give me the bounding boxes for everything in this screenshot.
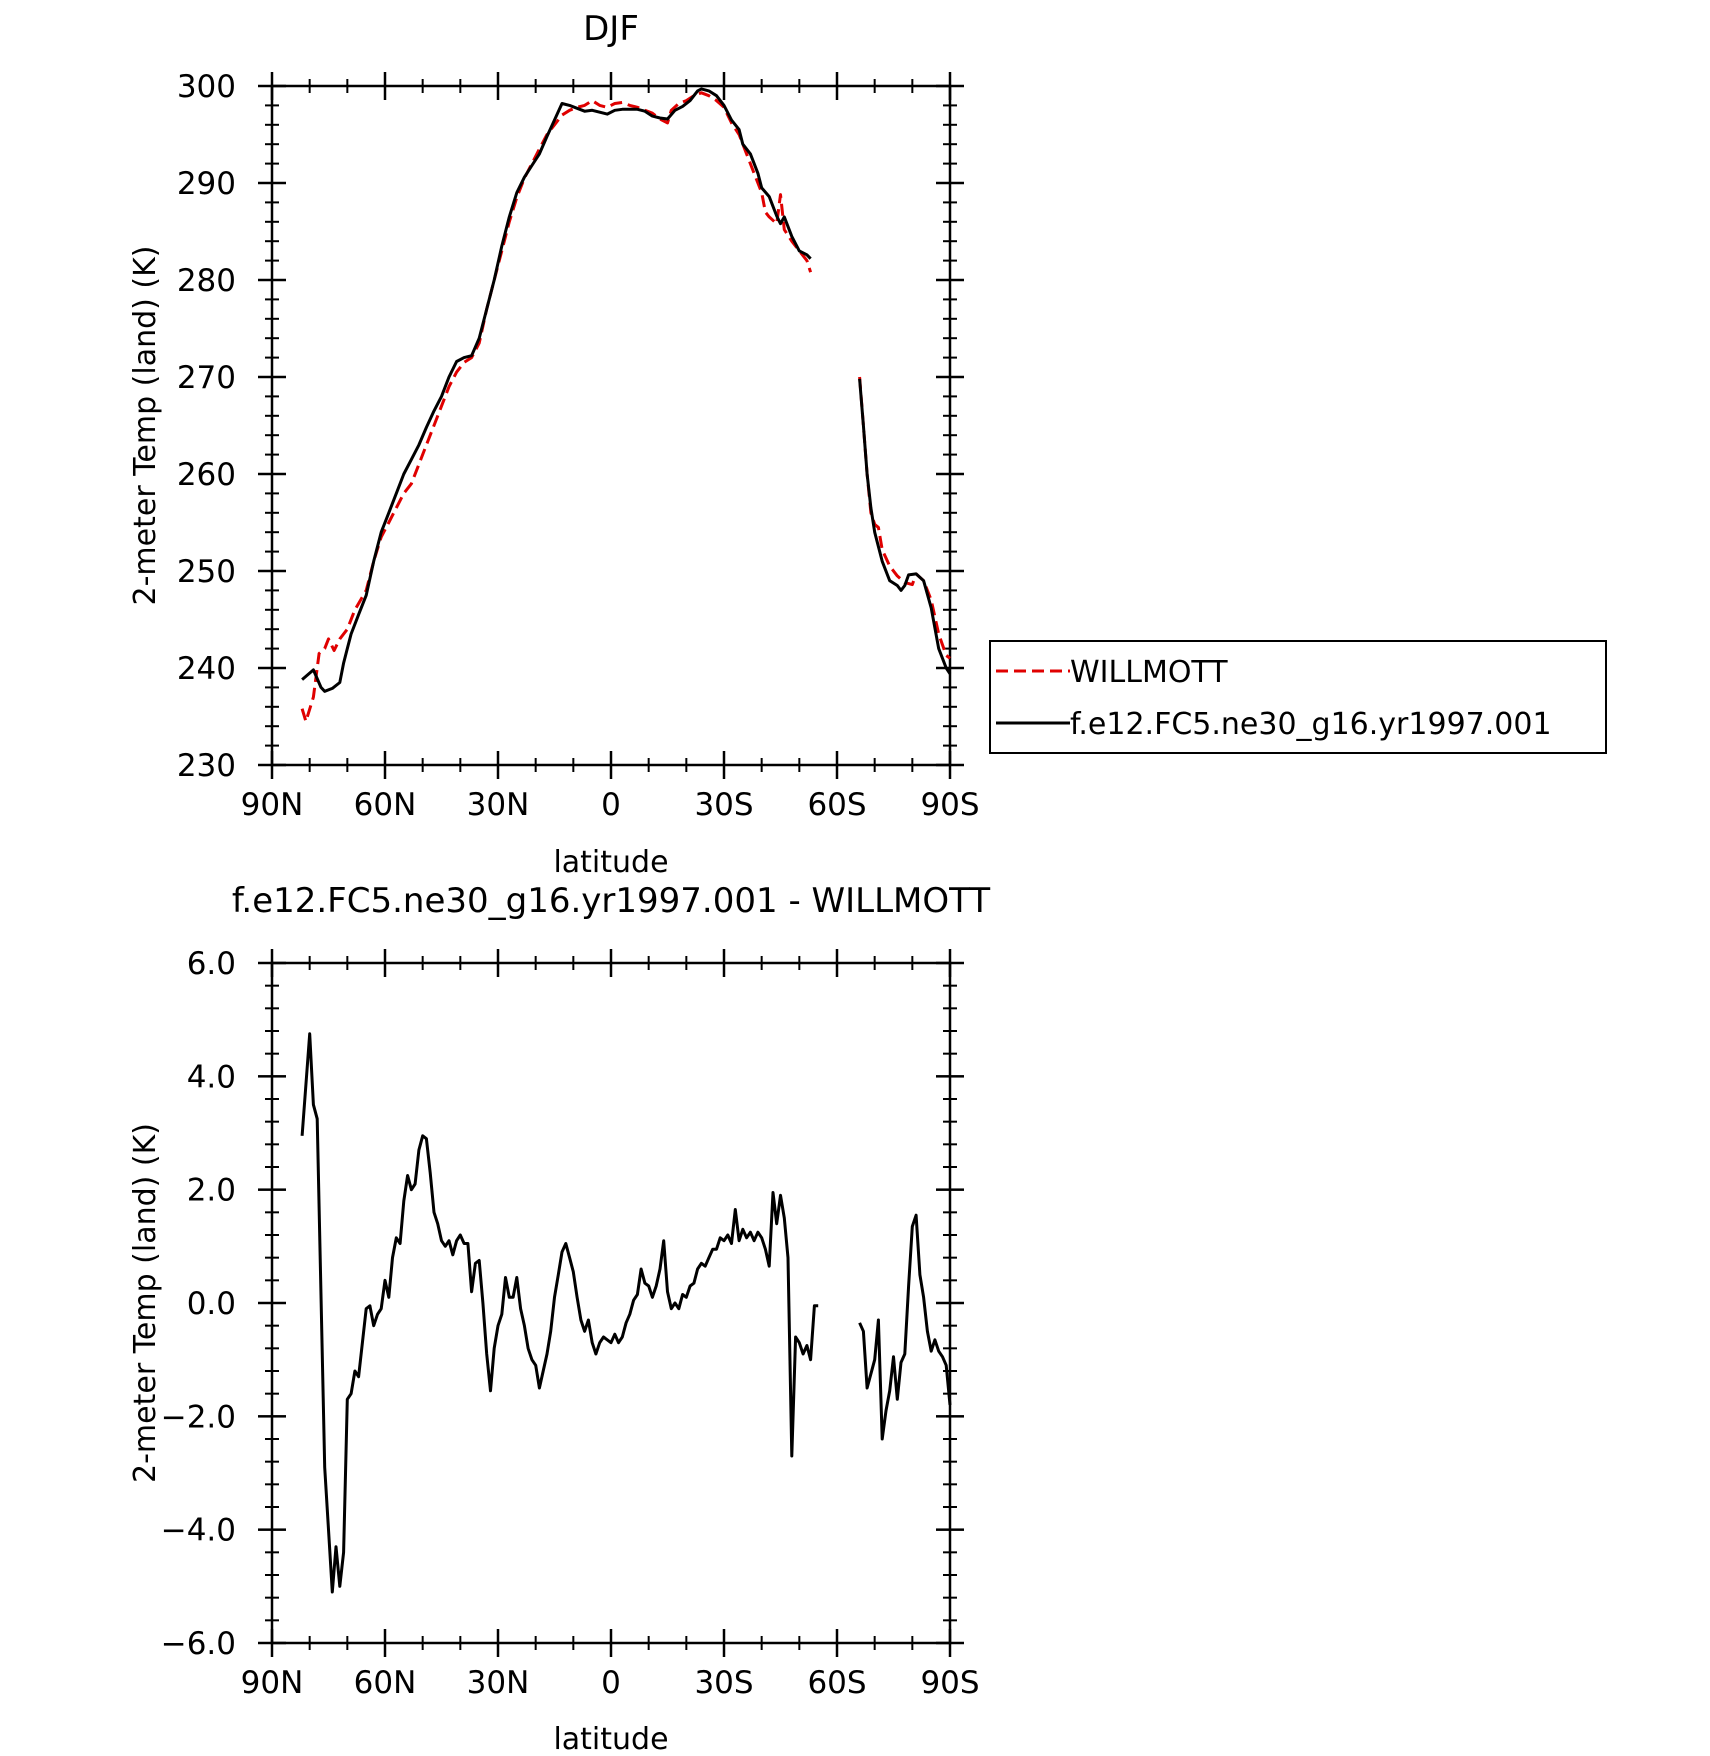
x-tick-label: 60N	[354, 1665, 417, 1701]
x-axis-label: latitude	[553, 1722, 668, 1751]
x-tick-label: 30S	[694, 1665, 753, 1701]
legend-label-1: WILLMOTT	[1070, 655, 1228, 690]
x-tick-label: 90S	[920, 787, 979, 823]
y-tick-label: 290	[177, 166, 236, 202]
x-tick-label: 60S	[807, 787, 866, 823]
y-tick-label: 240	[177, 651, 236, 687]
y-tick-label: 6.0	[187, 946, 236, 982]
y-tick-label: −2.0	[161, 1399, 236, 1435]
y-tick-label: 270	[177, 360, 236, 396]
x-tick-label: 60N	[354, 787, 417, 823]
x-tick-label: 0	[601, 1665, 621, 1701]
x-tick-label: 90N	[241, 787, 304, 823]
y-tick-label: 250	[177, 554, 236, 590]
x-tick-label: 90N	[241, 1665, 304, 1701]
y-axis-label: 2-meter Temp (land) (K)	[128, 246, 163, 606]
legend-label-2: f.e12.FC5.ne30_g16.yr1997.001	[1070, 707, 1552, 742]
chart-title: DJF	[583, 9, 639, 49]
y-tick-label: 300	[177, 69, 236, 105]
chart-title: f.e12.FC5.ne30_g16.yr1997.001 - WILLMOTT	[232, 881, 990, 921]
y-tick-label: 4.0	[187, 1059, 236, 1095]
x-tick-label: 0	[601, 787, 621, 823]
y-tick-label: 2.0	[187, 1173, 236, 1209]
x-tick-label: 90S	[920, 1665, 979, 1701]
x-axis-label: latitude	[553, 845, 668, 880]
x-tick-label: 30N	[467, 787, 530, 823]
x-tick-label: 60S	[807, 1665, 866, 1701]
legend: WILLMOTT f.e12.FC5.ne30_g16.yr1997.001	[990, 641, 1606, 753]
y-tick-label: 280	[177, 263, 236, 299]
y-tick-label: −6.0	[161, 1626, 236, 1662]
x-tick-label: 30N	[467, 1665, 530, 1701]
y-axis-label: 2-meter Temp (land) (K)	[128, 1123, 163, 1483]
y-tick-label: −4.0	[161, 1513, 236, 1549]
x-tick-label: 30S	[694, 787, 753, 823]
y-tick-label: 0.0	[187, 1286, 236, 1322]
y-tick-label: 230	[177, 748, 236, 784]
y-tick-label: 260	[177, 457, 236, 493]
